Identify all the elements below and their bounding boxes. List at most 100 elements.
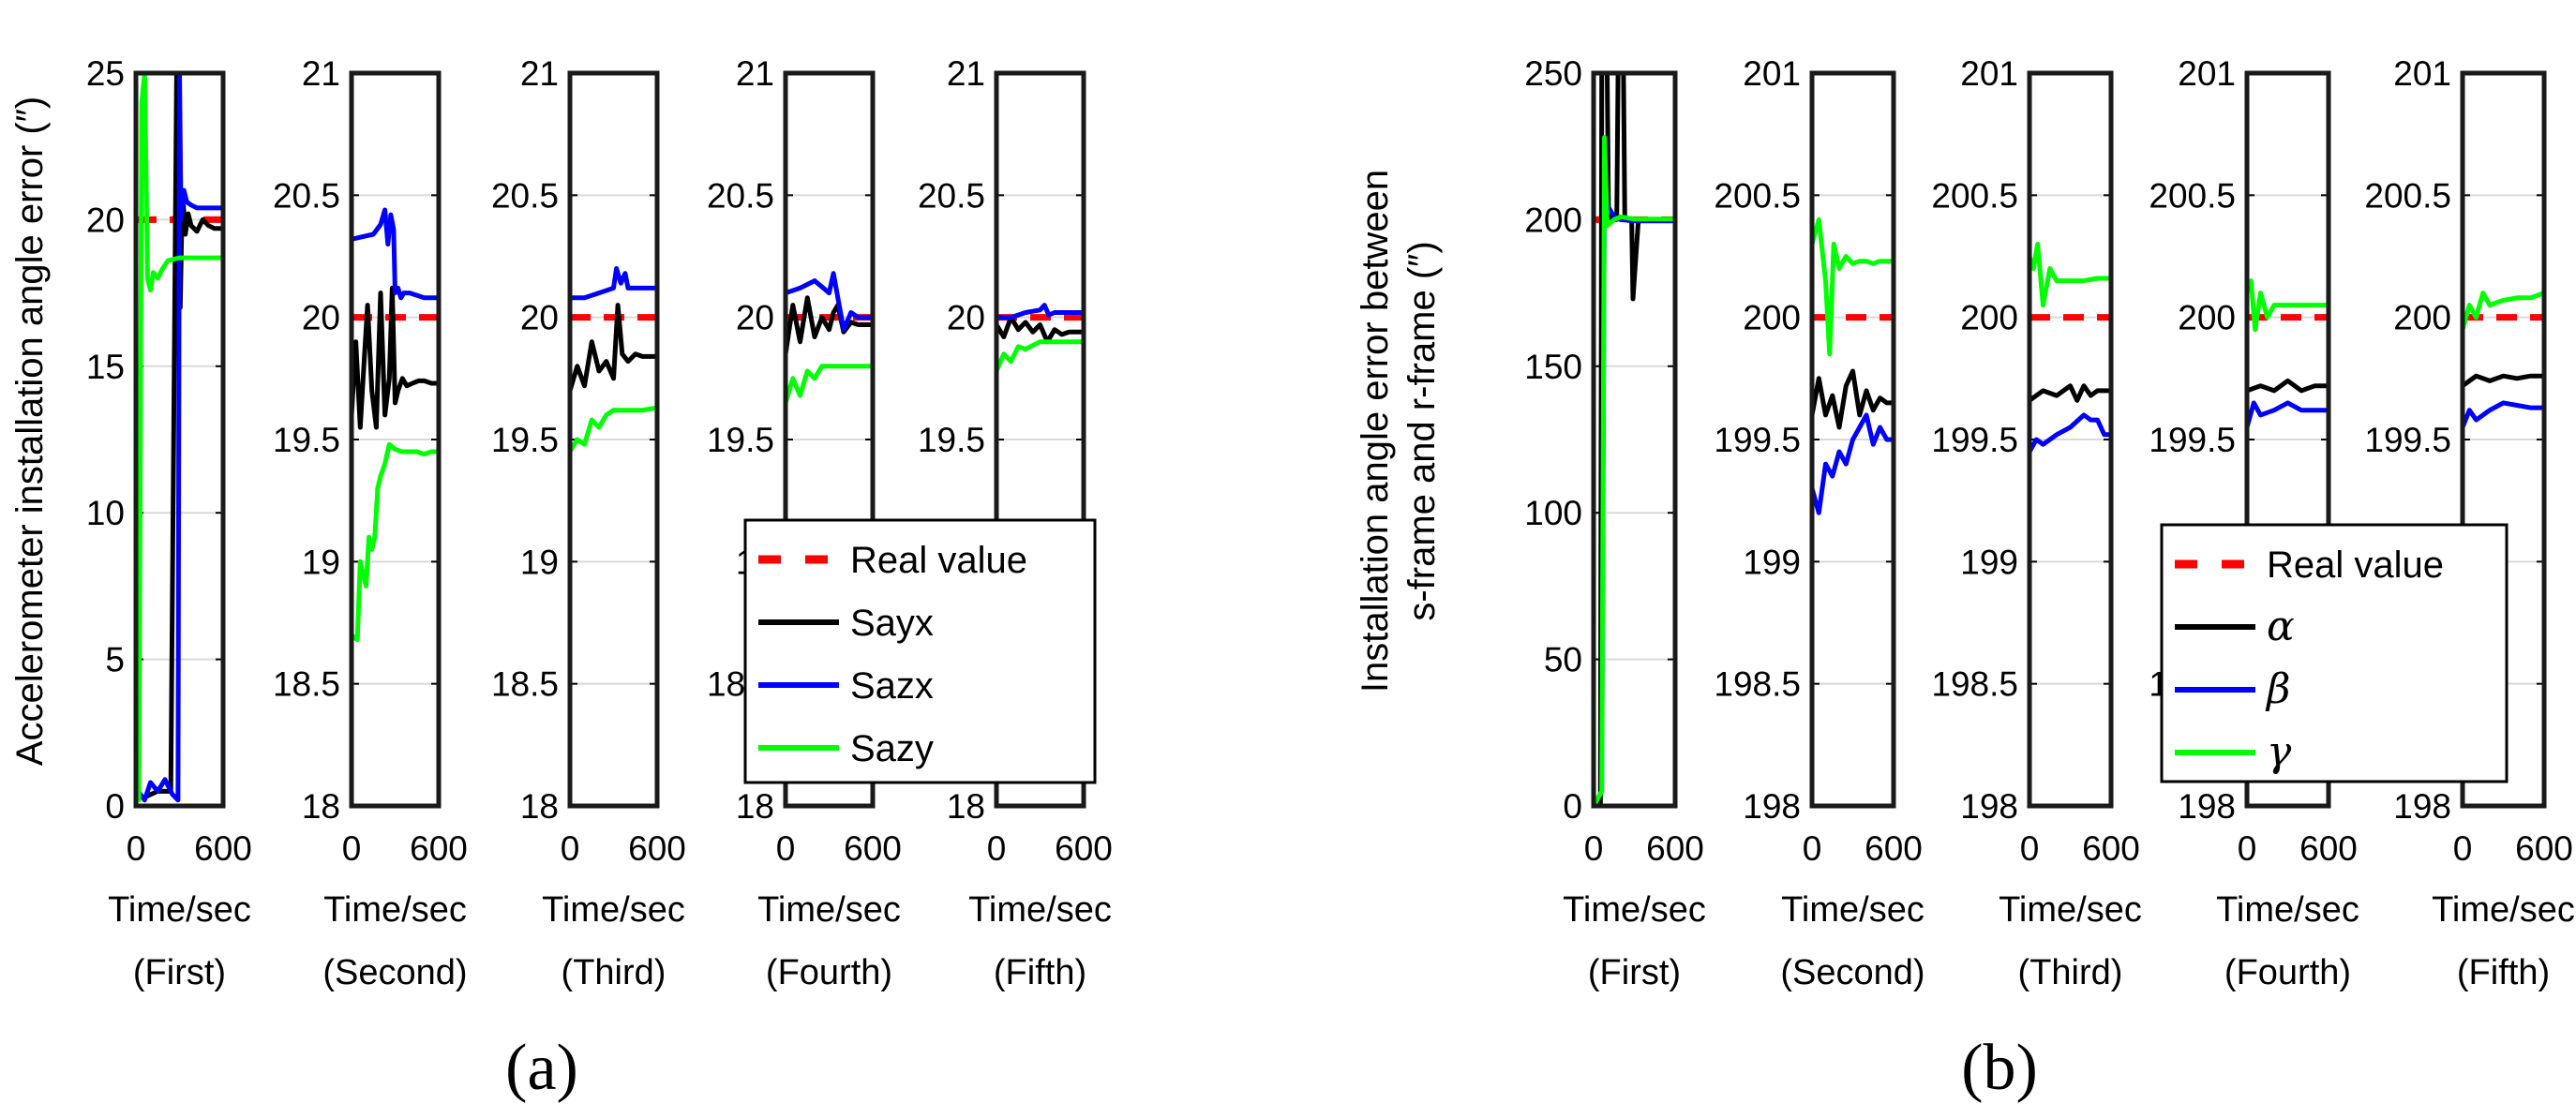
series-line — [1594, 135, 1675, 806]
y-tick-label: 201 — [1743, 54, 1801, 93]
y-tick-label: 199 — [1960, 543, 2018, 581]
y-tick-label: 20 — [302, 299, 340, 337]
panel-a-subplots: 0 5 10 15 20 25 0 600 Time/sec (First) 18 18.5 19 19.… — [86, 54, 1113, 992]
y-tick-label: 21 — [736, 54, 774, 93]
panel-a-label: (a) — [505, 1032, 578, 1104]
y-tick-label: 198.5 — [1714, 665, 1801, 704]
subplot-caption: (Third) — [562, 953, 666, 992]
y-tick-label: 200.5 — [1714, 176, 1801, 215]
legend-box — [2160, 523, 2509, 783]
axes-frame — [2027, 70, 2114, 809]
y-tick-label: 100 — [1524, 494, 1582, 532]
y-tick-label: 21 — [520, 54, 559, 93]
series-line — [1812, 412, 1894, 515]
series-line — [352, 207, 439, 301]
x-tick-label: 600 — [194, 829, 252, 868]
x-tick-label: 0 — [2453, 829, 2473, 868]
y-tick-label: 20 — [520, 299, 559, 337]
x-axis-label: Time/sec — [108, 890, 251, 930]
x-tick-label: 0 — [987, 829, 1007, 868]
y-tick-label: 19.5 — [918, 421, 985, 459]
y-tick-label: 25 — [86, 54, 125, 93]
x-axis-label: Time/sec — [2432, 890, 2575, 930]
series-line — [2463, 373, 2544, 388]
x-axis-label: Time/sec — [1781, 890, 1925, 930]
y-tick-label: 198.5 — [1931, 665, 2018, 704]
legend-label: γ — [2267, 728, 2292, 776]
y-tick-label: 200 — [2178, 299, 2236, 337]
series-line — [996, 303, 1084, 320]
subplot-caption: (Fourth) — [766, 953, 892, 992]
y-tick-label: 200 — [1960, 299, 2018, 337]
legend-label: Real value — [2267, 544, 2444, 586]
series-line — [2029, 383, 2111, 403]
y-tick-label: 199.5 — [1931, 421, 2018, 459]
subplot-caption: (Second) — [1780, 953, 1925, 992]
panel-a-ylabel: Accelerometer installation angle error (… — [9, 97, 51, 766]
x-tick-label: 0 — [342, 829, 362, 868]
x-tick-label: 0 — [127, 829, 146, 868]
y-tick-label: 21 — [947, 54, 985, 93]
y-tick-label: 250 — [1524, 54, 1582, 93]
axes-frame — [783, 70, 876, 809]
series-line — [2463, 400, 2544, 428]
x-tick-label: 0 — [561, 829, 580, 868]
y-tick-label: 19 — [302, 543, 340, 581]
x-tick-label: 600 — [2515, 829, 2573, 868]
subplot-3: 18 18.5 19 19.5 20 20.5 21 0 600 Time/sec (Third) — [491, 54, 686, 992]
axes-frame — [1591, 70, 1678, 809]
y-tick-label: 10 — [86, 494, 125, 532]
legend: Real value αβγ — [2160, 523, 2509, 783]
subplot-1: 0 5 10 15 20 25 0 600 Time/sec (First) — [86, 54, 252, 992]
subplot-caption: (Second) — [322, 953, 467, 992]
y-tick-label: 20.5 — [918, 176, 985, 215]
y-tick-label: 201 — [2393, 54, 2451, 93]
y-tick-label: 19 — [520, 543, 559, 581]
x-axis-label: Time/sec — [542, 890, 685, 930]
y-tick-label: 20.5 — [273, 176, 340, 215]
y-tick-label: 199.5 — [2364, 421, 2451, 459]
x-tick-label: 0 — [1584, 829, 1604, 868]
y-tick-label: 198 — [2393, 787, 2451, 826]
x-tick-label: 0 — [2020, 829, 2040, 868]
axes-frame — [133, 70, 226, 809]
subplot-caption: (Fourth) — [2224, 953, 2351, 992]
axes-frame — [994, 70, 1086, 809]
subplot-2: 198 198.5 199 199.5 200 200.5 201 0 600 Time/sec (… — [1714, 54, 1925, 992]
series-line — [136, 73, 223, 803]
y-tick-label: 19.5 — [707, 421, 774, 459]
y-tick-label: 200 — [2393, 299, 2451, 337]
x-tick-label: 600 — [844, 829, 902, 868]
legend-label: Sazy — [850, 728, 934, 769]
y-tick-label: 5 — [105, 641, 125, 679]
axes-frame — [1809, 70, 1896, 809]
subplot-caption: (Fifth) — [2457, 953, 2550, 992]
subplot-caption: (Fifth) — [994, 953, 1086, 992]
subplot-1: 0 50 100 150 200 250 0 600 Time/sec (First) — [1524, 54, 1706, 992]
y-tick-label: 18 — [736, 787, 774, 826]
x-axis-label: Time/sec — [1999, 890, 2142, 930]
axes-frame — [349, 70, 442, 809]
series-line — [2463, 291, 2544, 331]
y-tick-label: 200.5 — [2149, 176, 2236, 215]
subplot-caption: (First) — [1588, 953, 1681, 992]
y-tick-label: 21 — [302, 54, 340, 93]
y-tick-label: 15 — [86, 348, 125, 386]
subplot-caption: (Third) — [2018, 953, 2123, 992]
x-tick-label: 600 — [2299, 829, 2358, 868]
legend-box — [743, 518, 1097, 784]
series-line — [2029, 412, 2111, 454]
series-line — [136, 73, 223, 803]
y-tick-label: 199.5 — [1714, 421, 1801, 459]
x-tick-label: 600 — [628, 829, 686, 868]
y-tick-label: 200.5 — [1931, 176, 2018, 215]
subplot-2: 18 18.5 19 19.5 20 20.5 21 0 600 Time/sec (Second) — [273, 54, 468, 992]
series-line — [570, 405, 657, 454]
y-tick-label: 18 — [302, 787, 340, 826]
series-line — [570, 266, 657, 301]
x-tick-label: 600 — [1865, 829, 1923, 868]
legend-label: β — [2265, 665, 2290, 713]
series-line — [996, 339, 1084, 372]
